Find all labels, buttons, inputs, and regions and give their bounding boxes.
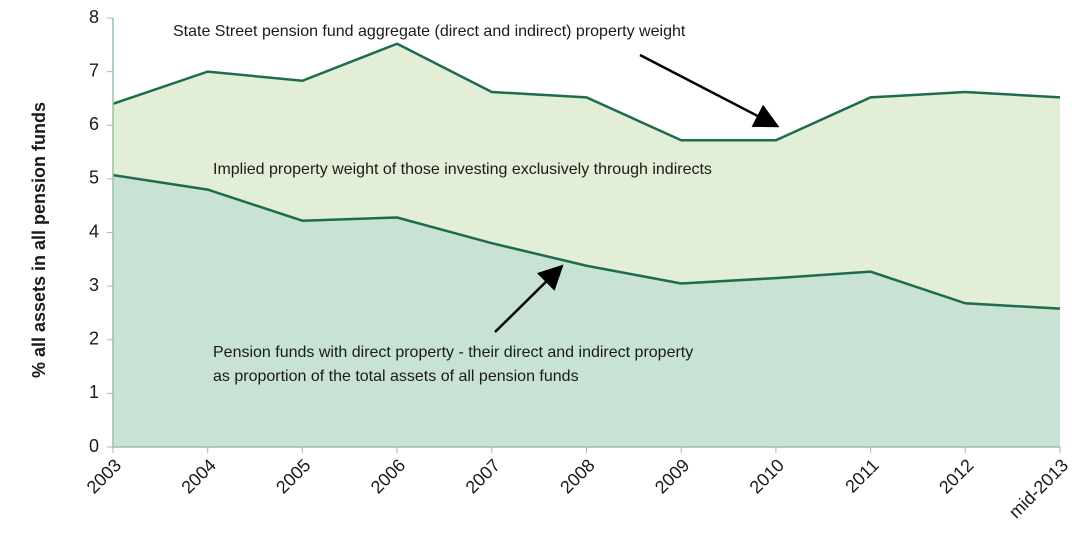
annotation: Implied property weight of those investi…	[213, 161, 712, 178]
annotation: as proportion of the total assets of all…	[213, 368, 579, 385]
arrow	[494, 264, 564, 333]
x-tick-label: 2003	[83, 455, 125, 497]
annotation: Pension funds with direct property - the…	[213, 344, 693, 361]
x-tick-label: 2007	[462, 455, 504, 497]
y-tick-label: 1	[89, 382, 99, 402]
y-tick-label: 4	[89, 221, 99, 241]
area	[113, 175, 1060, 447]
y-tick-label: 2	[89, 329, 99, 349]
x-tick-label: mid-2013	[1005, 455, 1072, 522]
y-tick-label: 0	[89, 436, 99, 456]
plot	[112, 42, 1061, 448]
line	[112, 42, 1061, 142]
x-tick-label: 2008	[556, 455, 598, 497]
y-tick-label: 8	[89, 7, 99, 27]
x-tick-label: 2009	[651, 455, 693, 497]
line	[112, 173, 1061, 310]
y-tick-label: 5	[89, 168, 99, 188]
y-tick-label: 3	[89, 275, 99, 295]
annotation: State Street pension fund aggregate (dir…	[173, 23, 686, 40]
x-tick-label: 2012	[935, 455, 977, 497]
y-tick-label: 7	[89, 60, 99, 80]
arrow	[639, 53, 780, 128]
x-tick-label: 2004	[177, 455, 219, 497]
x-tick-label: 2006	[367, 455, 409, 497]
x-tick-label: 2011	[841, 455, 883, 497]
x-tick-label: 2005	[272, 455, 314, 497]
y-axis-label: % all assets in all pension funds	[29, 102, 49, 378]
x-tick-label: 2010	[746, 455, 788, 497]
y-tick-label: 6	[89, 114, 99, 134]
